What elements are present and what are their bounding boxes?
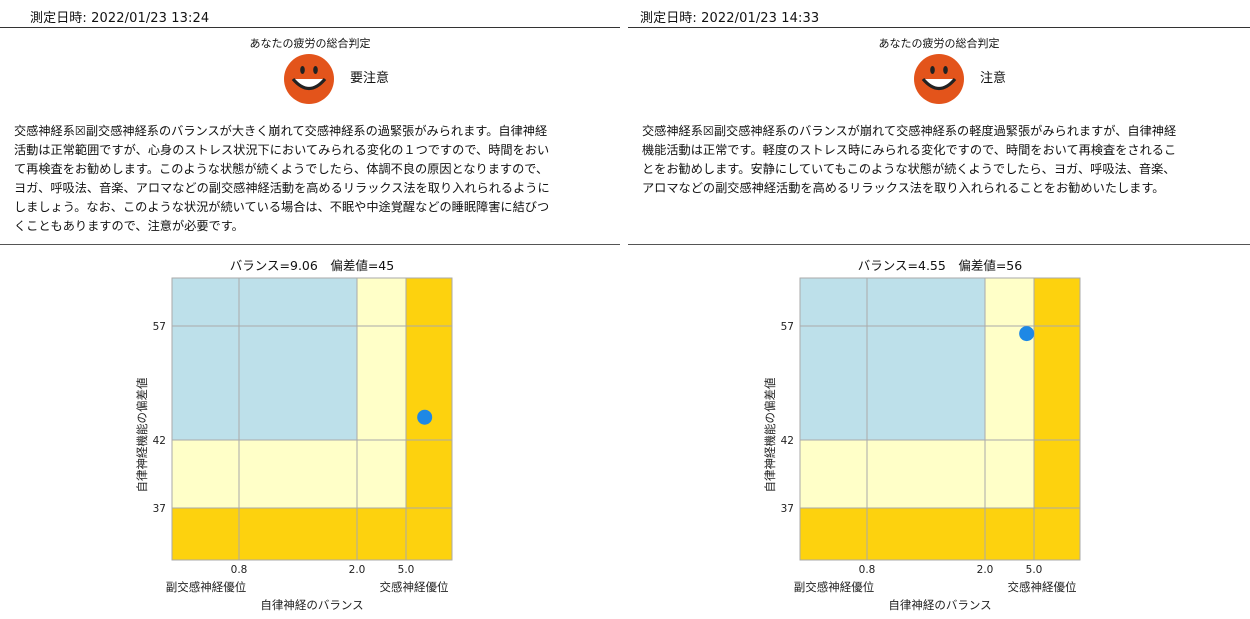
x-tick-label: 5.0: [1026, 564, 1043, 576]
plot-border: [799, 277, 1081, 561]
description-line: しましょう。なお、このような状況が続いている場合は、不眠や中途覚醒などの睡眠障害…: [14, 200, 550, 214]
measurement-datetime: 測定日時: 2022/01/23 14:33: [640, 11, 820, 26]
description-line: 交感神経系☒副交感神経系のバランスが崩れて交感神経系の軽度過緊張がみられますが、…: [642, 124, 1177, 138]
verdict-title: あなたの疲労の総合判定: [249, 37, 371, 50]
y-axis-label: 自律神経機能の偏差値: [763, 377, 777, 492]
description-line: て再検査をお勧めします。このような状態が続くようでしたら、体調不良の原因となりま…: [14, 162, 549, 176]
x-tick-label: 0.8: [859, 564, 876, 576]
section-divider: [0, 244, 620, 245]
x-tick-label: 2.0: [977, 564, 994, 576]
description-line: くこともありますので、注意が必要です。: [14, 219, 244, 233]
chart-title: バランス=4.55 偏差値=56: [858, 258, 1022, 273]
y-tick-label: 37: [153, 503, 166, 515]
description-text: 交感神経系☒副交感神経系のバランスが大きく崩れて交感神経系の過緊張がみられます。…: [14, 122, 550, 236]
smiley-face-icon: [914, 54, 964, 104]
zone-blue: [172, 278, 357, 440]
x-axis-label: 自律神経のバランス: [888, 598, 991, 612]
smiley-eye-left: [300, 66, 305, 74]
y-tick-label: 57: [781, 321, 794, 333]
balance-chart: バランス=4.55 偏差値=56 57 42 37 0.8 2.0 5.0 副交感神経優位 交感…: [763, 258, 1081, 612]
y-tick-label: 42: [781, 435, 794, 447]
plot-border: [171, 277, 453, 561]
description-line: ヨガ、呼吸法、音楽、アロマなどの副交感神経活動を高めるリラックス法を取り入れられ…: [14, 181, 550, 195]
smiley-eye-left: [930, 66, 935, 74]
data-point: [1019, 326, 1035, 342]
verdict-label: 注意: [980, 71, 1007, 86]
y-tick-label: 57: [153, 321, 166, 333]
smiley-eye-right: [943, 66, 948, 74]
description-text: 交感神経系☒副交感神経系のバランスが崩れて交感神経系の軽度過緊張がみられますが、…: [642, 122, 1176, 198]
data-point: [417, 409, 433, 425]
divider: [0, 27, 620, 28]
smiley-eye-right: [313, 66, 318, 74]
result-panel-2: 測定日時: 2022/01/23 14:33 あなたの疲労の総合判定 注意 交感…: [628, 0, 1250, 619]
x-side-label-left: 副交感神経優位: [166, 580, 247, 594]
x-side-label-right: 交感神経優位: [380, 580, 449, 594]
description-line: 活動は正常範囲ですが、心身のストレス状況下においてみられる変化の１つですので、時…: [14, 143, 550, 157]
x-axis-label: 自律神経のバランス: [260, 598, 363, 612]
y-tick-label: 37: [781, 503, 794, 515]
result-panel-1: 測定日時: 2022/01/23 13:24 あなたの疲労の総合判定 要注意 交…: [0, 0, 620, 619]
divider: [628, 27, 1250, 28]
description-line: アロマなどの副交感神経活動を高めるリラックス法を取り入れられることをお勧めいたし…: [642, 181, 1165, 195]
description-line: 交感神経系☒副交感神経系のバランスが大きく崩れて交感神経系の過緊張がみられます。…: [14, 124, 548, 138]
smiley-mouth: [291, 77, 327, 91]
x-tick-label: 2.0: [349, 564, 366, 576]
smiley-face-icon: [284, 54, 334, 104]
smiley-mouth: [921, 77, 957, 91]
description-line: とをお勧めします。安静にしていてもこのような状態が続くようでしたら、ヨガ、呼吸法…: [642, 162, 1176, 176]
x-tick-label: 0.8: [231, 564, 248, 576]
verdict-label: 要注意: [350, 71, 390, 86]
balance-chart: バランス=9.06 偏差値=45 57 42 37 0.8 2.0 5.0 副交感神経優位 交感…: [135, 258, 453, 612]
x-tick-label: 5.0: [398, 564, 415, 576]
zone-blue: [800, 278, 985, 440]
section-divider: [628, 244, 1250, 245]
x-side-label-left: 副交感神経優位: [794, 580, 875, 594]
verdict-title: あなたの疲労の総合判定: [878, 37, 1000, 50]
measurement-datetime: 測定日時: 2022/01/23 13:24: [30, 11, 210, 26]
y-axis-label: 自律神経機能の偏差値: [135, 377, 149, 492]
x-side-label-right: 交感神経優位: [1008, 580, 1077, 594]
y-tick-label: 42: [153, 435, 166, 447]
chart-title: バランス=9.06 偏差値=45: [230, 258, 394, 273]
description-line: 機能活動は正常です。軽度のストレス時にみられる変化ですので、時間をおいて再検査を…: [642, 143, 1177, 157]
